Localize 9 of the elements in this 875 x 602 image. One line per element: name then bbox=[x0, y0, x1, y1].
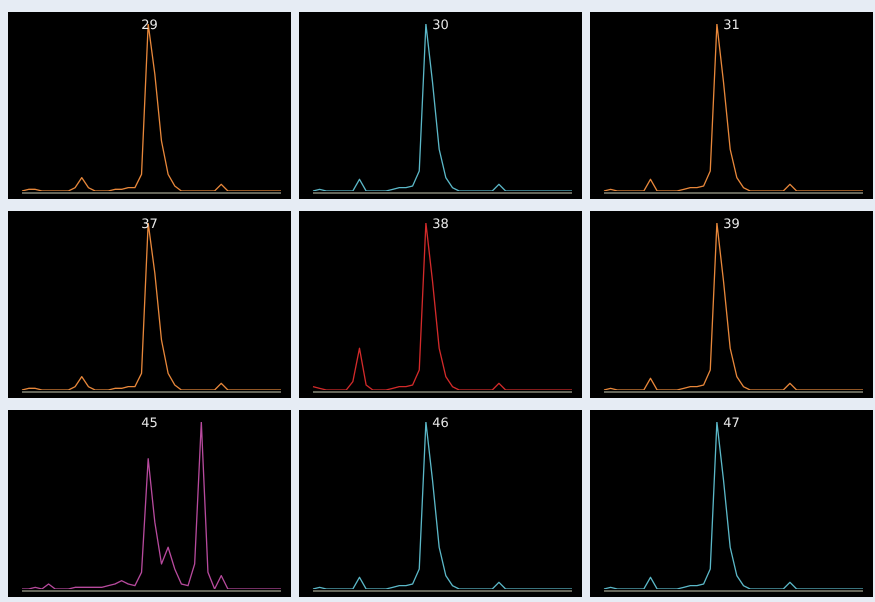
chart-title: 45 bbox=[140, 416, 159, 431]
chart-title: 38 bbox=[431, 217, 450, 232]
chart-title: 31 bbox=[722, 18, 741, 33]
chart-title: 39 bbox=[722, 217, 741, 232]
chart-title: 29 bbox=[140, 18, 159, 33]
chart-title: 37 bbox=[140, 217, 159, 232]
chart-title: 46 bbox=[431, 416, 450, 431]
chart-title: 47 bbox=[722, 416, 741, 431]
chart-title: 30 bbox=[431, 18, 450, 33]
